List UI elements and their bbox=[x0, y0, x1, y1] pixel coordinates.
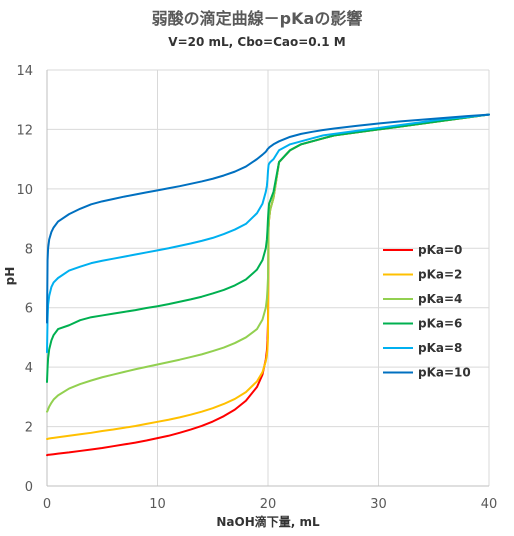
legend: pKa=0 pKa=2 pKa=4 pKa=6 pKa=8 pKa=10 bbox=[383, 243, 471, 380]
series-line-pka-8 bbox=[46, 113, 490, 354]
x-tick-label: 0 bbox=[43, 497, 51, 512]
legend-label: pKa=0 bbox=[418, 243, 462, 257]
legend-label: pKa=4 bbox=[418, 292, 462, 306]
y-tick-label: 6 bbox=[25, 302, 33, 317]
y-tick-label: 12 bbox=[16, 123, 33, 138]
y-tick-label: 14 bbox=[16, 64, 33, 79]
chart-title: 弱酸の滴定曲線－pKaの影響 bbox=[152, 9, 363, 28]
y-axis-label: pH bbox=[3, 267, 17, 286]
series-lines bbox=[46, 113, 490, 457]
y-tick-label: 8 bbox=[25, 242, 33, 257]
legend-label: pKa=8 bbox=[418, 341, 462, 355]
x-axis-label: NaOH滴下量, mL bbox=[216, 514, 320, 529]
chart-subtitle: V=20 mL, Cbo=Cao=0.1 M bbox=[168, 35, 345, 49]
y-tick-label: 2 bbox=[25, 421, 33, 436]
legend-label: pKa=10 bbox=[418, 366, 471, 380]
legend-label: pKa=6 bbox=[418, 317, 462, 331]
x-tick-label: 40 bbox=[481, 497, 498, 512]
x-tick-label: 10 bbox=[149, 497, 166, 512]
y-tick-label: 4 bbox=[25, 361, 33, 376]
axes: 0 2 4 6 8 10 12 14 0 10 20 30 40 bbox=[16, 64, 497, 512]
x-tick-label: 30 bbox=[370, 497, 387, 512]
y-tick-label: 0 bbox=[25, 480, 33, 495]
y-tick-label: 10 bbox=[16, 183, 33, 198]
series-line-pka-6 bbox=[46, 113, 490, 383]
x-tick-label: 20 bbox=[260, 497, 277, 512]
series-line-pka-10 bbox=[46, 113, 490, 324]
legend-label: pKa=2 bbox=[418, 268, 462, 282]
